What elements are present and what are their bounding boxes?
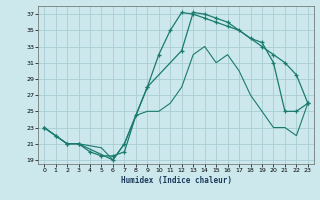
X-axis label: Humidex (Indice chaleur): Humidex (Indice chaleur) <box>121 176 231 185</box>
